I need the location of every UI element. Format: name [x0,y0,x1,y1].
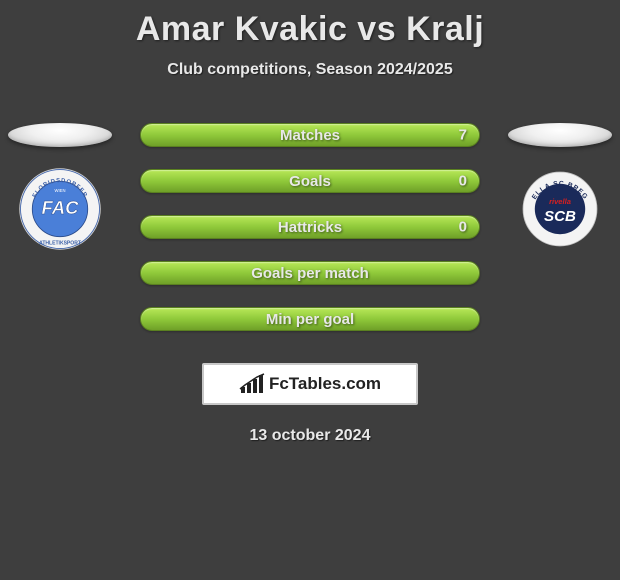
player-left-column: FLORIDSDORFER FAC ATHLETIKSPORT WIEN [0,123,120,251]
player-left-pill [8,123,112,147]
stat-label: Goals per match [251,265,369,282]
svg-text:SCB: SCB [544,208,576,225]
player-right-pill [508,123,612,147]
stat-value: 7 [459,127,467,144]
stat-value: 0 [459,219,467,236]
club-badge-right: ELLA SC BREG rivella SCB [510,167,610,251]
stat-label: Matches [280,127,340,144]
scb-badge-icon: ELLA SC BREG rivella SCB [510,167,610,251]
comparison-content: FLORIDSDORFER FAC ATHLETIKSPORT WIEN ELL… [0,123,620,445]
svg-text:rivella: rivella [549,197,571,206]
stat-value: 0 [459,173,467,190]
brand-text: FcTables.com [269,374,381,394]
snapshot-date: 13 october 2024 [0,427,620,445]
svg-text:FAC: FAC [42,197,80,218]
stat-label: Hattricks [278,219,342,236]
club-badge-left: FLORIDSDORFER FAC ATHLETIKSPORT WIEN [10,167,110,251]
svg-text:WIEN: WIEN [55,188,66,193]
fctables-chart-icon [239,373,265,395]
stat-bar-matches: Matches 7 [140,123,480,147]
stat-bar-goals: Goals 0 [140,169,480,193]
comparison-subtitle: Club competitions, Season 2024/2025 [0,61,620,79]
fac-badge-icon: FLORIDSDORFER FAC ATHLETIKSPORT WIEN [10,167,110,251]
svg-text:ATHLETIKSPORT: ATHLETIKSPORT [39,240,82,246]
stat-label: Goals [289,173,331,190]
stats-bars: Matches 7 Goals 0 Hattricks 0 Goals per … [140,123,480,331]
player-right-column: ELLA SC BREG rivella SCB [500,123,620,251]
stat-bar-hattricks: Hattricks 0 [140,215,480,239]
stat-bar-gpm: Goals per match [140,261,480,285]
stat-bar-mpg: Min per goal [140,307,480,331]
comparison-title: Amar Kvakic vs Kralj [0,0,620,49]
stat-label: Min per goal [266,311,354,328]
brand-box: FcTables.com [202,363,418,405]
